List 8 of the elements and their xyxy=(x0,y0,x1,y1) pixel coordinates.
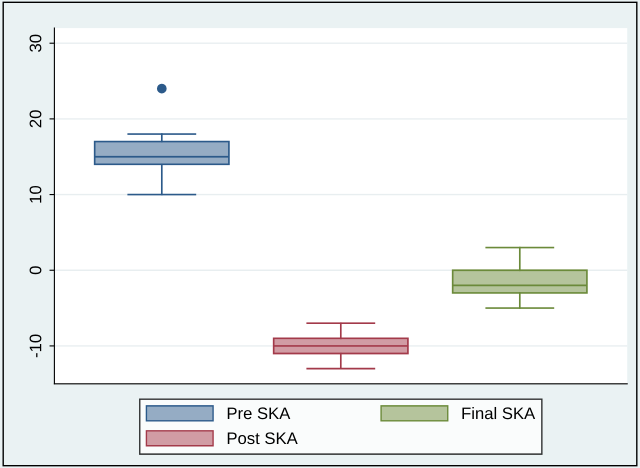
legend-label: Pre SKA xyxy=(228,407,290,420)
y-tick-label: 10 xyxy=(30,186,42,203)
y-tick-label: -10 xyxy=(30,334,42,358)
legend-label: Post SKA xyxy=(228,432,298,444)
y-tick-label: 0 xyxy=(30,266,42,274)
y-tick-label: 30 xyxy=(30,34,42,52)
y-tick-label: 20 xyxy=(30,110,42,128)
legend-label: Final SKA xyxy=(462,406,536,420)
